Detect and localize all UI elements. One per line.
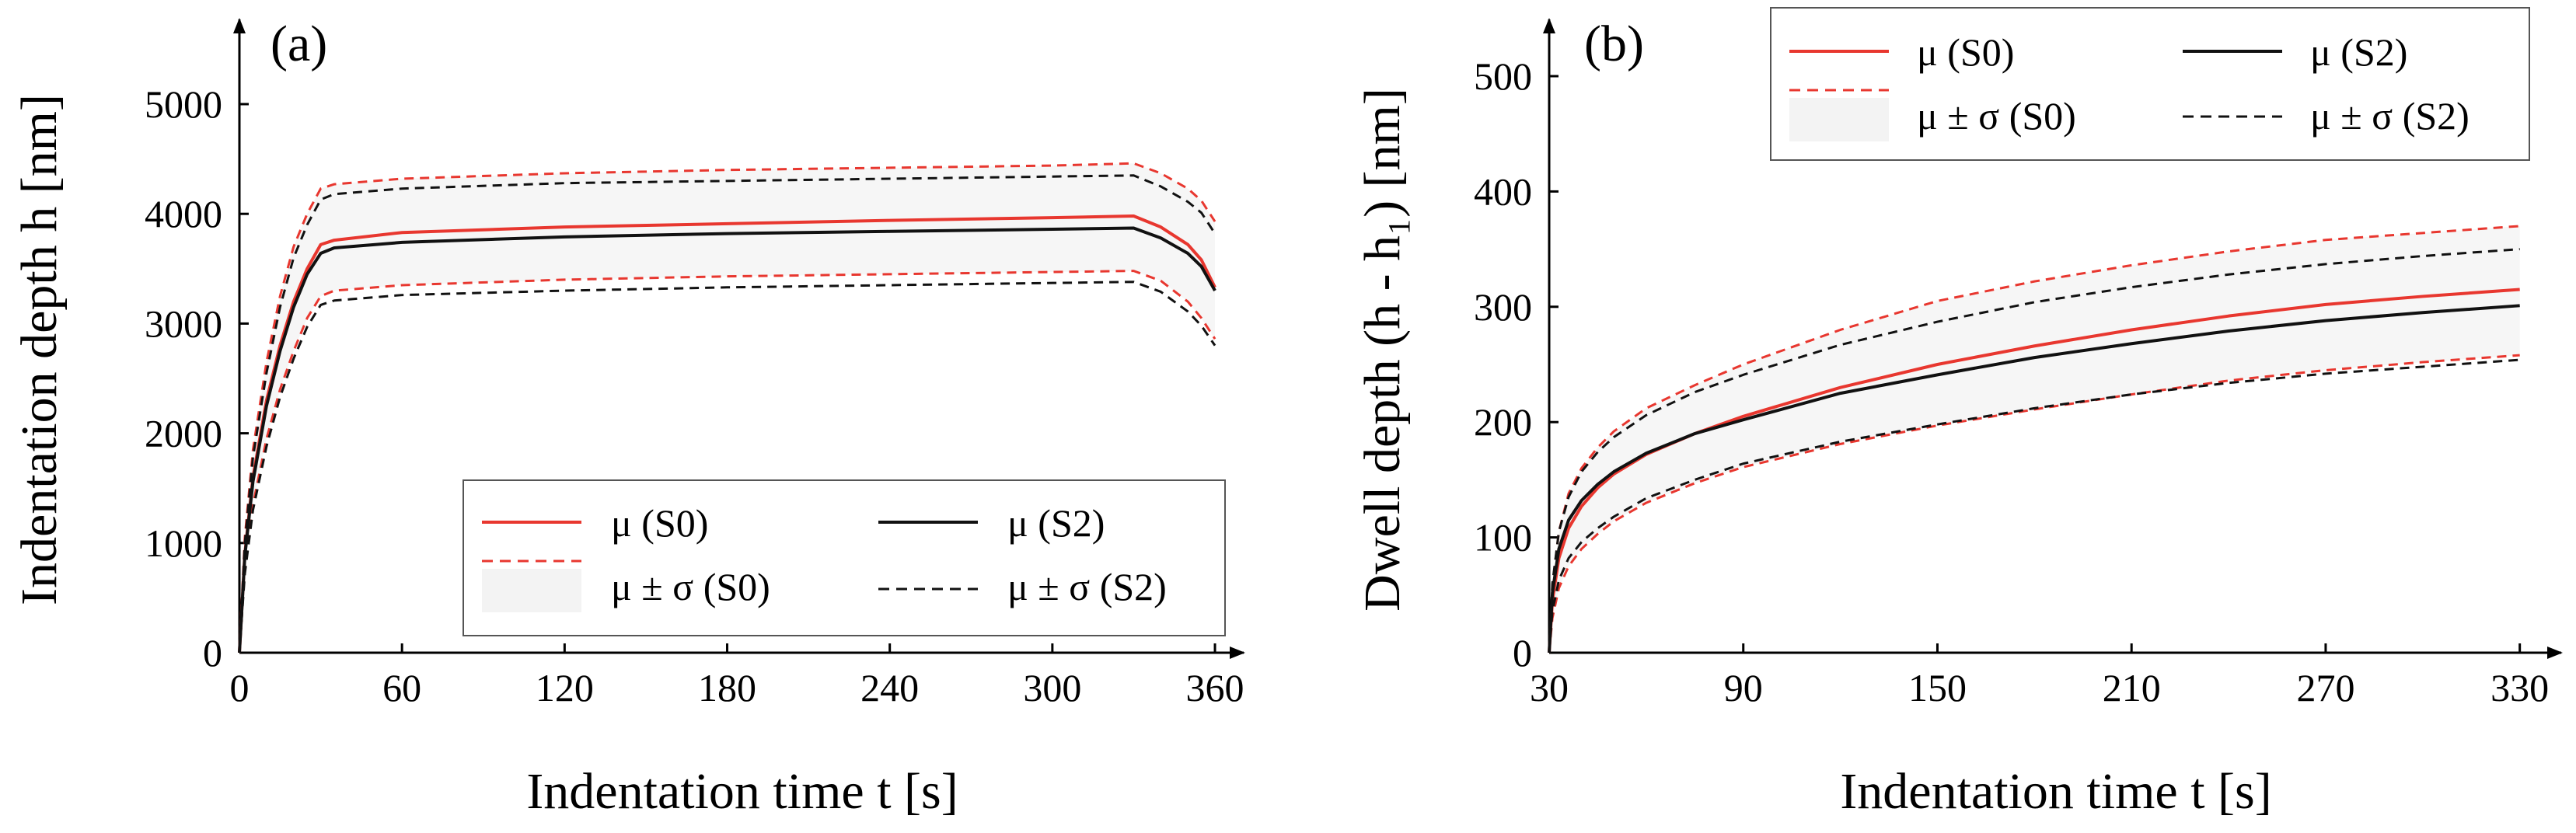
- panel-a-lines: [238, 162, 1216, 654]
- series-line-s2-4: [1548, 248, 2520, 654]
- panel-a-label: (a): [271, 16, 327, 72]
- panel-a-legend-band-swatch: [482, 569, 581, 612]
- series-line-s2-3: [238, 226, 1216, 654]
- panel-a-legend-mu-s0: μ (S0): [611, 501, 708, 545]
- panel-a-legend-pm-s2: μ ± σ (S2): [1007, 565, 1167, 608]
- y-tick-label: 400: [1474, 169, 1532, 213]
- y-tick-label: 500: [1474, 54, 1532, 98]
- y-tick-label: 100: [1474, 516, 1532, 559]
- x-tick-label: 330: [2490, 666, 2549, 709]
- series-line-s2-3: [1548, 304, 2520, 654]
- x-tick-label: 60: [382, 666, 421, 709]
- series-line-s0-1: [1548, 225, 2520, 654]
- series-line-s2-5: [1548, 358, 2520, 654]
- x-tick-label: 270: [2296, 666, 2354, 709]
- x-tick-label: 150: [1908, 666, 1967, 709]
- y-tick-label: 5000: [145, 82, 222, 126]
- panel-a-legend-box: [462, 479, 1226, 636]
- x-tick-label: 30: [1530, 666, 1569, 709]
- y-tick-label: 4000: [145, 192, 222, 235]
- series-line-s0-0: [1548, 288, 2520, 654]
- sigma-band-s0: [1549, 225, 2520, 653]
- panel-b-legend-box: [1770, 7, 2530, 161]
- y-tick-label: 200: [1474, 400, 1532, 444]
- series-line-s2-4: [238, 174, 1216, 654]
- panel-b-legend-mu-s2: μ (S2): [2310, 30, 2407, 74]
- panel-a-legend-pm-s0: μ ± σ (S0): [611, 565, 770, 608]
- x-tick-label: 90: [1724, 666, 1763, 709]
- x-tick-label: 240: [860, 666, 919, 709]
- panel-b-legend-pm-s2: μ ± σ (S2): [2310, 94, 2470, 138]
- panel-b-legend: μ (S0) μ ± σ (S0) μ (S2) μ ± σ (S2): [1770, 7, 2530, 161]
- panel-a-legend-mu-s2: μ (S2): [1007, 501, 1105, 545]
- panel-b-bands: [1549, 225, 2520, 653]
- panel-a-bands: [239, 163, 1216, 654]
- panel-b: 30 90 150 210 270 330 0 100 200 300 400 500 (b) Ind…: [1354, 7, 2563, 820]
- panel-b-legend-band-swatch: [1789, 98, 1889, 141]
- x-tick-label: 360: [1186, 666, 1244, 709]
- panel-b-legend-pm-s0: μ ± σ (S0): [1917, 94, 2076, 138]
- x-tick-label: 120: [536, 666, 594, 709]
- x-tick-label: 0: [230, 666, 250, 709]
- panel-a-legend: μ (S0) μ ± σ (S0) μ (S2) μ ± σ (S2): [462, 479, 1226, 636]
- panel-b-y-title: Dwell depth (h - h₁) [nm]: [1354, 88, 1411, 612]
- panel-b-ticks: 30 90 150 210 270 330 0 100 200 300 400 500: [1474, 54, 2549, 709]
- y-tick-label: 0: [1513, 631, 1532, 674]
- series-line-s0-2: [1548, 354, 2520, 654]
- y-tick-label: 1000: [145, 521, 222, 565]
- panel-a-ticks: 0 60 120 180 240 300 360 0 1000 2000 3000 4000 5000: [145, 82, 1244, 709]
- series-line-s2-5: [238, 281, 1216, 654]
- panel-b-label: (b): [1584, 16, 1644, 72]
- panel-b-x-title: Indentation time t [s]: [1840, 763, 2271, 820]
- x-tick-label: 180: [698, 666, 756, 709]
- y-tick-label: 3000: [145, 301, 222, 345]
- y-tick-label: 300: [1474, 285, 1532, 329]
- y-tick-label: 0: [203, 631, 222, 674]
- panel-a: 0 60 120 180 240 300 360010002000300040005000 …: [11, 16, 1245, 820]
- sigma-band-s0: [239, 163, 1216, 654]
- y-tick-label: 2000: [145, 412, 222, 455]
- panel-b-lines: [1548, 225, 2520, 654]
- x-tick-label: 300: [1023, 666, 1081, 709]
- series-line-s0-2: [238, 270, 1216, 654]
- panel-a-x-title: Indentation time t [s]: [526, 763, 958, 820]
- panel-a-y-title: Indentation depth h [nm]: [11, 94, 68, 605]
- x-tick-label: 210: [2103, 666, 2161, 709]
- panel-b-legend-mu-s0: μ (S0): [1917, 30, 2014, 74]
